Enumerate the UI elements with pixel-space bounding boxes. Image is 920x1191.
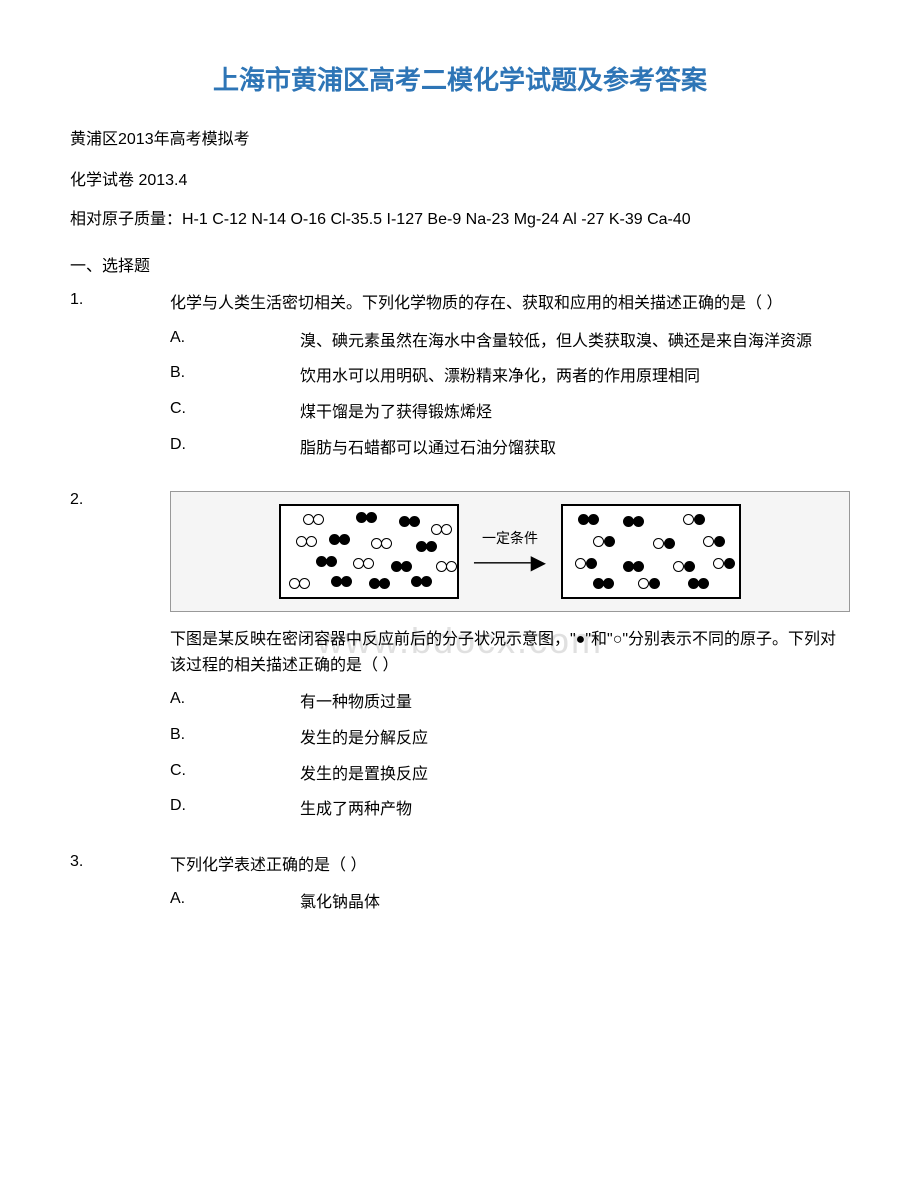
atom-filled <box>684 561 695 572</box>
question-number: 1. <box>70 291 170 471</box>
option-d: D.脂肪与石蜡都可以通过石油分馏获取 <box>170 436 850 462</box>
atom-hollow <box>306 536 317 547</box>
atom-filled <box>401 561 412 572</box>
atom-hollow <box>713 558 724 569</box>
option-label: B. <box>170 364 300 390</box>
atom-hollow <box>703 536 714 547</box>
arrow-section: 一定条件────▶ <box>474 528 546 575</box>
atom-filled <box>698 578 709 589</box>
section-header: 一、选择题 <box>70 252 850 276</box>
atom-hollow <box>446 561 457 572</box>
atom-filled <box>714 536 725 547</box>
option-text: 发生的是分解反应 <box>300 726 850 752</box>
atom-filled <box>724 558 735 569</box>
option-label: B. <box>170 726 300 752</box>
atom-hollow <box>299 578 310 589</box>
atom-filled <box>633 561 644 572</box>
option-c: C.煤干馏是为了获得锻炼烯烃 <box>170 400 850 426</box>
option-label: C. <box>170 400 300 426</box>
atomic-mass-info: 相对原子质量：H-1 C-12 N-14 O-16 Cl-35.5 I-127 … <box>70 208 850 232</box>
option-a: A.氯化钠晶体 <box>170 890 850 916</box>
subtitle-date: 化学试卷 2013.4 <box>70 168 850 194</box>
option-text: 溴、碘元素虽然在海水中含量较低，但人类获取溴、碘还是来自海洋资源 <box>300 329 850 355</box>
atom-filled <box>694 514 705 525</box>
molecule-box-before <box>279 504 459 599</box>
option-label: C. <box>170 762 300 788</box>
atom-hollow <box>683 514 694 525</box>
molecule-box-after <box>561 504 741 599</box>
option-text: 有一种物质过量 <box>300 690 850 716</box>
question-number: 3. <box>70 853 170 926</box>
atom-filled <box>664 538 675 549</box>
atom-hollow <box>653 538 664 549</box>
option-d: D.生成了两种产物 <box>170 797 850 823</box>
option-b: B.饮用水可以用明矾、漂粉精来净化，两者的作用原理相同 <box>170 364 850 390</box>
atom-filled <box>586 558 597 569</box>
option-text: 煤干馏是为了获得锻炼烯烃 <box>300 400 850 426</box>
questions-container: 1.化学与人类生活密切相关。下列化学物质的存在、获取和应用的相关描述正确的是（ … <box>70 291 850 926</box>
atom-filled <box>409 516 420 527</box>
option-text: 氯化钠晶体 <box>300 890 850 916</box>
question-1: 1.化学与人类生活密切相关。下列化学物质的存在、获取和应用的相关描述正确的是（ … <box>70 291 850 471</box>
atom-filled <box>326 556 337 567</box>
arrow-icon: ────▶ <box>474 550 546 575</box>
question-2: 2. 一定条件────▶ 下图是某反映在密闭容器中反应前后的分子状况示意图，"●"和… <box>70 491 850 833</box>
atom-hollow <box>575 558 586 569</box>
atom-filled <box>379 578 390 589</box>
option-label: A. <box>170 329 300 355</box>
atom-hollow <box>381 538 392 549</box>
atom-hollow <box>363 558 374 569</box>
atom-filled <box>588 514 599 525</box>
option-label: A. <box>170 690 300 716</box>
option-text: 脂肪与石蜡都可以通过石油分馏获取 <box>300 436 850 462</box>
atom-filled <box>604 536 615 547</box>
question-3: 3.下列化学表述正确的是（ ） A.氯化钠晶体 <box>70 853 850 926</box>
page-title: 上海市黄浦区高考二模化学试题及参考答案 <box>70 60 850 97</box>
option-a: A.溴、碘元素虽然在海水中含量较低，但人类获取溴、碘还是来自海洋资源 <box>170 329 850 355</box>
question-number: 2. <box>70 491 170 833</box>
option-c: C.发生的是置换反应 <box>170 762 850 788</box>
atom-hollow <box>441 524 452 535</box>
atom-hollow <box>638 578 649 589</box>
question-text: 下列化学表述正确的是（ ） <box>170 853 850 879</box>
option-label: D. <box>170 797 300 823</box>
atom-filled <box>421 576 432 587</box>
option-text: 饮用水可以用明矾、漂粉精来净化，两者的作用原理相同 <box>300 364 850 390</box>
option-text: 发生的是置换反应 <box>300 762 850 788</box>
subtitle-district: 黄浦区2013年高考模拟考 <box>70 127 850 153</box>
question-text: 化学与人类生活密切相关。下列化学物质的存在、获取和应用的相关描述正确的是（ ） <box>170 291 850 317</box>
option-text: 生成了两种产物 <box>300 797 850 823</box>
atom-filled <box>603 578 614 589</box>
atom-filled <box>366 512 377 523</box>
atom-hollow <box>593 536 604 547</box>
atom-filled <box>649 578 660 589</box>
option-b: B.发生的是分解反应 <box>170 726 850 752</box>
atom-hollow <box>313 514 324 525</box>
arrow-label: 一定条件 <box>482 528 538 548</box>
question-content: 一定条件────▶ 下图是某反映在密闭容器中反应前后的分子状况示意图，"●"和"○… <box>170 491 850 833</box>
atom-filled <box>341 576 352 587</box>
question-text: 下图是某反映在密闭容器中反应前后的分子状况示意图，"●"和"○"分别表示不同的原… <box>170 627 850 678</box>
question-content: 化学与人类生活密切相关。下列化学物质的存在、获取和应用的相关描述正确的是（ ） A… <box>170 291 850 471</box>
atom-filled <box>426 541 437 552</box>
atom-filled <box>633 516 644 527</box>
question-content: 下列化学表述正确的是（ ） A.氯化钠晶体 <box>170 853 850 926</box>
reaction-diagram: 一定条件────▶ <box>170 491 850 612</box>
atom-hollow <box>673 561 684 572</box>
option-label: A. <box>170 890 300 916</box>
option-a: A.有一种物质过量 <box>170 690 850 716</box>
atom-filled <box>339 534 350 545</box>
option-label: D. <box>170 436 300 462</box>
